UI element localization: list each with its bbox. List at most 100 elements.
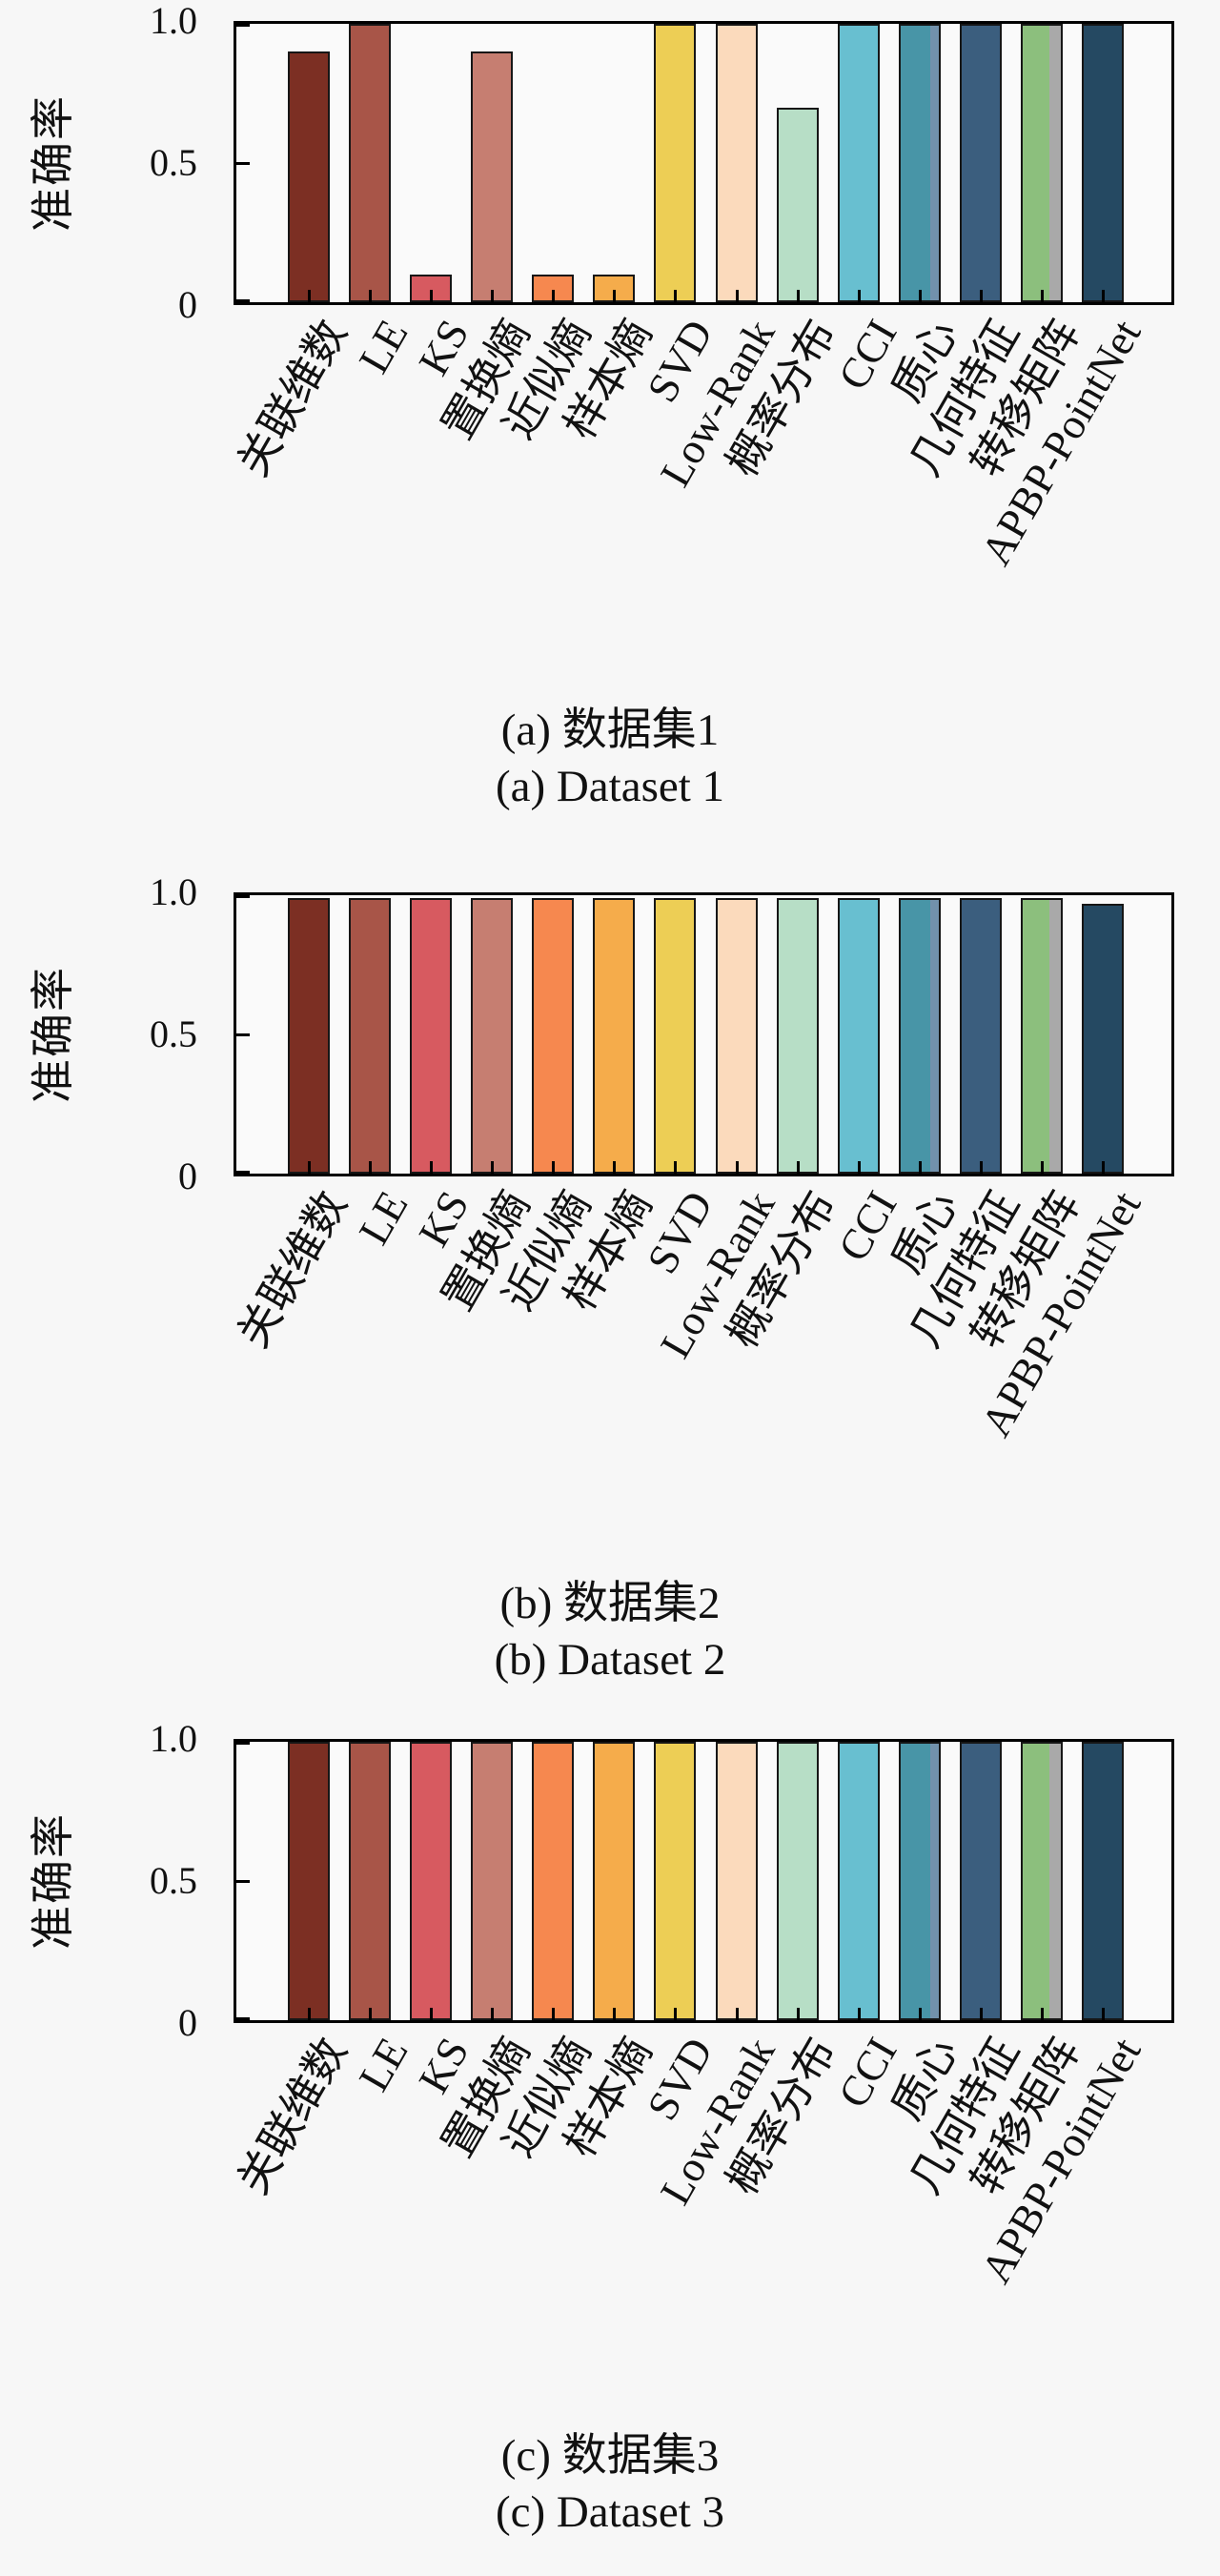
x-tick-label-LE: LE bbox=[349, 2030, 417, 2099]
bar-近似熵 bbox=[532, 898, 574, 1174]
y-tick-label-0: 0 bbox=[178, 2001, 197, 2044]
x-tick-mark bbox=[736, 290, 739, 302]
bar-转移矩阵 bbox=[1021, 24, 1063, 302]
y-tick-label-1.0: 1.0 bbox=[150, 870, 197, 913]
bar-质心 bbox=[899, 24, 941, 302]
x-tick-label-样本熵: 样本熵 bbox=[555, 2030, 661, 2165]
x-tick-label-置换熵: 置换熵 bbox=[433, 2030, 539, 2165]
y-tick-label-1.0: 1.0 bbox=[150, 1717, 197, 1760]
x-tick-mark bbox=[858, 1161, 861, 1174]
bar-CCI bbox=[838, 898, 880, 1174]
plot-area bbox=[234, 21, 1174, 305]
bar-几何特征 bbox=[960, 1742, 1002, 2020]
bar-质心 bbox=[899, 1742, 941, 2020]
bar-Low-Rank bbox=[716, 1742, 758, 2020]
y-tick-mark bbox=[236, 1880, 250, 1883]
x-tick-mark bbox=[919, 290, 922, 302]
y-tick-label-0.5: 0.5 bbox=[150, 141, 197, 184]
bar-LE bbox=[349, 898, 391, 1174]
bar-APBP-PointNet bbox=[1082, 24, 1124, 302]
y-tick-mark bbox=[236, 895, 250, 898]
bar-置换熵 bbox=[471, 898, 513, 1174]
bar-质心 bbox=[899, 898, 941, 1174]
bar-关联维数 bbox=[288, 898, 330, 1174]
bar-概率分布 bbox=[777, 898, 819, 1174]
bar-转移矩阵 bbox=[1021, 1742, 1063, 2020]
caption-en: (c) Dataset 3 bbox=[495, 2487, 725, 2537]
x-tick-mark bbox=[369, 1161, 372, 1174]
x-tick-mark bbox=[552, 290, 555, 302]
x-tick-mark bbox=[1102, 290, 1105, 302]
x-tick-mark bbox=[613, 2008, 616, 2020]
x-tick-mark bbox=[736, 2008, 739, 2020]
bar-置换熵 bbox=[471, 1742, 513, 2020]
y-tick-label-0.5: 0.5 bbox=[150, 1859, 197, 1902]
y-tick-mark bbox=[236, 299, 250, 302]
bar-Low-Rank bbox=[716, 898, 758, 1174]
bar-Low-Rank bbox=[716, 24, 758, 302]
bar-CCI bbox=[838, 1742, 880, 2020]
x-tick-mark bbox=[369, 2008, 372, 2020]
x-tick-mark bbox=[736, 1161, 739, 1174]
x-tick-mark bbox=[980, 1161, 983, 1174]
x-tick-label-概率分布: 概率分布 bbox=[718, 2030, 845, 2202]
caption-zh: (b) 数据集2 bbox=[499, 1579, 721, 1628]
x-tick-mark bbox=[1041, 2008, 1044, 2020]
x-tick-mark bbox=[858, 2008, 861, 2020]
x-tick-label-CCI: CCI bbox=[828, 2030, 906, 2116]
caption-en: (a) Dataset 1 bbox=[495, 762, 725, 811]
bar-近似熵 bbox=[532, 1742, 574, 2020]
x-tick-mark bbox=[919, 2008, 922, 2020]
bar-转移矩阵 bbox=[1021, 898, 1063, 1174]
y-tick-mark bbox=[236, 1171, 250, 1174]
x-tick-mark bbox=[491, 290, 494, 302]
x-tick-mark bbox=[674, 2008, 677, 2020]
x-tick-mark bbox=[797, 1161, 800, 1174]
x-tick-mark bbox=[613, 1161, 616, 1174]
x-tick-mark bbox=[308, 290, 311, 302]
bar-LE bbox=[349, 1742, 391, 2020]
bar-APBP-PointNet bbox=[1082, 904, 1124, 1174]
x-tick-mark bbox=[858, 290, 861, 302]
x-tick-mark bbox=[797, 2008, 800, 2020]
y-tick-mark bbox=[236, 162, 250, 165]
plot-area bbox=[234, 892, 1174, 1176]
x-tick-mark bbox=[1041, 1161, 1044, 1174]
caption-en: (b) Dataset 2 bbox=[494, 1635, 726, 1685]
x-tick-mark bbox=[919, 1161, 922, 1174]
x-tick-label-转移矩阵: 转移矩阵 bbox=[962, 2030, 1089, 2202]
bar-样本熵 bbox=[593, 898, 635, 1174]
chart-panel-dataset-3: 准确率 1.0 0.5 0 关联维数 LE KS 置换熵 近似熵 样本熵 SVD Low-Ra… bbox=[0, 1717, 1220, 2576]
x-tick-mark bbox=[980, 290, 983, 302]
x-tick-mark bbox=[491, 1161, 494, 1174]
x-tick-mark bbox=[430, 290, 433, 302]
bar-概率分布 bbox=[777, 108, 819, 302]
y-tick-label-1.0: 1.0 bbox=[150, 0, 197, 42]
x-tick-mark bbox=[1102, 2008, 1105, 2020]
x-tick-mark bbox=[552, 1161, 555, 1174]
x-tick-label-近似熵: 近似熵 bbox=[494, 2030, 600, 2165]
bar-KS bbox=[410, 1742, 452, 2020]
bar-LE bbox=[349, 24, 391, 302]
caption-zh: (a) 数据集1 bbox=[500, 705, 720, 755]
caption-zh: (c) 数据集3 bbox=[500, 2431, 720, 2481]
x-tick-mark bbox=[1102, 1161, 1105, 1174]
x-tick-mark bbox=[430, 1161, 433, 1174]
chart-panel-dataset-1: 准确率 1.0 0.5 0 关联维数 LE KS 置换熵 近似熵 样本熵 SVD Low-Ra… bbox=[0, 0, 1220, 858]
bar-KS bbox=[410, 898, 452, 1174]
x-tick-label-KS: KS bbox=[409, 2030, 478, 2101]
bar-置换熵 bbox=[471, 51, 513, 302]
bar-样本熵 bbox=[593, 1742, 635, 2020]
x-tick-mark bbox=[430, 2008, 433, 2020]
bar-概率分布 bbox=[777, 1742, 819, 2020]
plot-area bbox=[234, 1739, 1174, 2023]
y-tick-mark bbox=[236, 1742, 250, 1745]
bar-SVD bbox=[654, 898, 696, 1174]
bar-CCI bbox=[838, 24, 880, 302]
bar-关联维数 bbox=[288, 51, 330, 302]
y-tick-mark bbox=[236, 1033, 250, 1036]
bar-关联维数 bbox=[288, 1742, 330, 2020]
x-tick-label-关联维数: 关联维数 bbox=[229, 2030, 356, 2202]
y-tick-label-0: 0 bbox=[178, 1155, 197, 1197]
